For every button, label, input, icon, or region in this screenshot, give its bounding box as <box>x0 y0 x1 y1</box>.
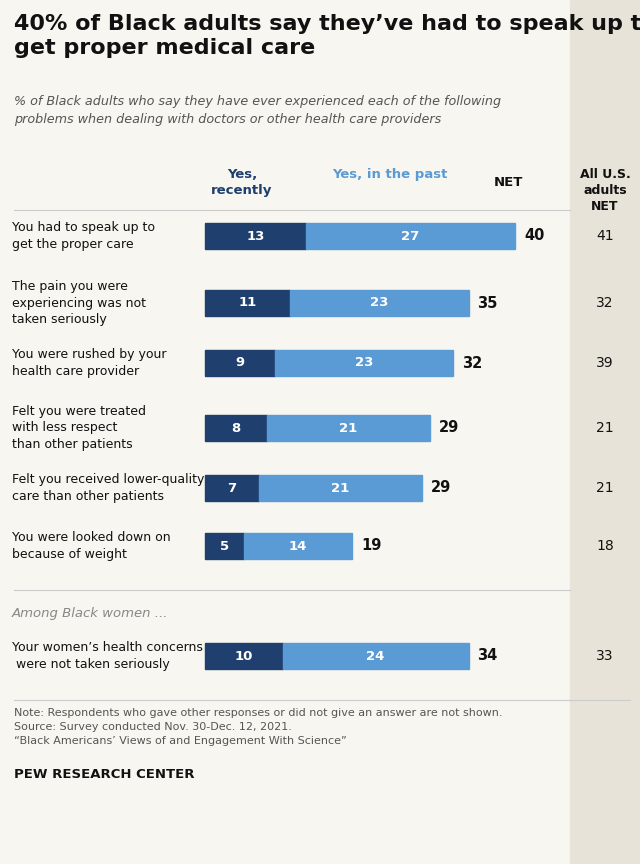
Text: 13: 13 <box>246 230 264 243</box>
Text: % of Black adults who say they have ever experienced each of the following
probl: % of Black adults who say they have ever… <box>14 95 501 125</box>
Text: Yes, in the past: Yes, in the past <box>332 168 448 181</box>
Text: 29: 29 <box>439 421 459 435</box>
Text: 9: 9 <box>236 357 244 370</box>
Bar <box>291 290 468 316</box>
Text: 14: 14 <box>289 539 307 552</box>
Text: 29: 29 <box>431 480 451 495</box>
Text: 35: 35 <box>477 295 498 310</box>
Bar <box>306 223 515 249</box>
Text: Felt you were treated
with less respect
than other patients: Felt you were treated with less respect … <box>12 405 146 451</box>
Bar <box>259 475 422 501</box>
Bar <box>205 290 291 316</box>
Text: Your women’s health concerns
 were not taken seriously: Your women’s health concerns were not ta… <box>12 641 203 670</box>
Text: Among Black women ...: Among Black women ... <box>12 607 168 620</box>
Bar <box>205 533 244 559</box>
Text: 21: 21 <box>332 481 349 494</box>
Text: 33: 33 <box>596 649 614 663</box>
Bar <box>205 415 267 441</box>
Bar <box>267 415 429 441</box>
Text: You had to speak up to
get the proper care: You had to speak up to get the proper ca… <box>12 221 155 251</box>
Text: 21: 21 <box>596 421 614 435</box>
Text: 23: 23 <box>370 296 388 309</box>
Text: 19: 19 <box>361 538 381 554</box>
Text: PEW RESEARCH CENTER: PEW RESEARCH CENTER <box>14 768 195 781</box>
Text: 32: 32 <box>462 355 483 371</box>
Text: 41: 41 <box>596 229 614 243</box>
Text: 23: 23 <box>355 357 373 370</box>
Text: You were looked down on
because of weight: You were looked down on because of weigh… <box>12 531 171 561</box>
Bar <box>275 350 453 376</box>
Text: Yes,
recently: Yes, recently <box>211 168 273 197</box>
Bar <box>570 0 640 864</box>
Text: 21: 21 <box>339 422 358 435</box>
Text: 40: 40 <box>524 228 545 244</box>
Text: 27: 27 <box>401 230 419 243</box>
Text: 8: 8 <box>232 422 241 435</box>
Text: Source: Survey conducted Nov. 30-Dec. 12, 2021.: Source: Survey conducted Nov. 30-Dec. 12… <box>14 722 292 732</box>
Bar <box>205 350 275 376</box>
Text: 21: 21 <box>596 481 614 495</box>
Text: 10: 10 <box>235 650 253 663</box>
Text: 11: 11 <box>239 296 257 309</box>
Text: 5: 5 <box>220 539 229 552</box>
Text: Note: Respondents who gave other responses or did not give an answer are not sho: Note: Respondents who gave other respons… <box>14 708 502 718</box>
Bar <box>205 475 259 501</box>
Bar <box>205 223 306 249</box>
Text: 40% of Black adults say they’ve had to speak up to
get proper medical care: 40% of Black adults say they’ve had to s… <box>14 14 640 58</box>
Text: 24: 24 <box>366 650 385 663</box>
Text: 34: 34 <box>477 649 498 664</box>
Text: 39: 39 <box>596 356 614 370</box>
Text: Felt you received lower-quality
care than other patients: Felt you received lower-quality care tha… <box>12 473 204 503</box>
Text: NET: NET <box>493 176 523 189</box>
Text: You were rushed by your
health care provider: You were rushed by your health care prov… <box>12 348 166 378</box>
Text: 32: 32 <box>596 296 614 310</box>
Text: 7: 7 <box>228 481 237 494</box>
Bar <box>205 643 282 669</box>
Text: All U.S.
adults
NET: All U.S. adults NET <box>580 168 630 213</box>
Bar <box>244 533 352 559</box>
Text: The pain you were
experiencing was not
taken seriously: The pain you were experiencing was not t… <box>12 280 146 326</box>
Bar <box>282 643 468 669</box>
Text: 18: 18 <box>596 539 614 553</box>
Text: “Black Americans’ Views of and Engagement With Science”: “Black Americans’ Views of and Engagemen… <box>14 736 347 746</box>
